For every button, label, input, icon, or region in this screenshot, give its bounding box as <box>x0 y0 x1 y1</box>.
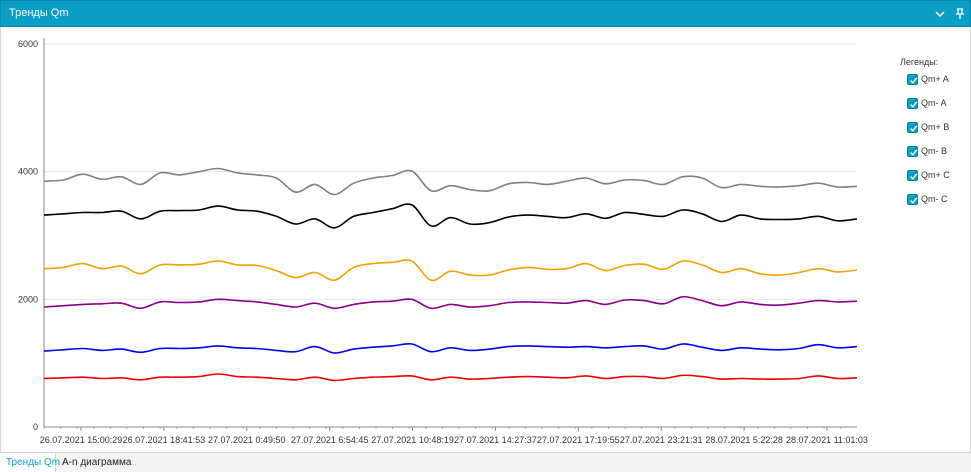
tab-a-n-diagram[interactable]: А-n диаграмма <box>62 457 132 468</box>
legend-label: Qm- C <box>921 194 948 204</box>
checkbox-icon[interactable] <box>907 98 918 109</box>
series-line-qmplus-a <box>43 167 858 196</box>
checkbox-icon[interactable] <box>907 122 918 133</box>
x-tick-label: 27.07.2021 10:48:19 <box>371 435 454 445</box>
legend-label: Qm- B <box>921 146 947 156</box>
y-tick-label: 6000 <box>18 39 38 49</box>
window-title: Тренды Qm <box>9 7 69 19</box>
series-line-qmplus-b <box>43 259 858 282</box>
x-tick-label: 27.07.2021 0:49:50 <box>208 435 286 445</box>
pin-icon[interactable] <box>951 5 969 23</box>
y-tick-label: 2000 <box>18 294 38 304</box>
series-line-qmminus-b <box>43 295 858 310</box>
trend-chart: 0 2000 4000 6000 26.07.2021 15:00:29 26.07.20… <box>18 38 868 445</box>
trend-panel: 0 2000 4000 6000 26.07.2021 15:00:29 26.07.20… <box>0 27 971 452</box>
x-tick-label: 28.07.2021 5:22:28 <box>705 435 783 445</box>
y-tick-label: 0 <box>33 422 38 432</box>
series-line-qmplus-c <box>43 343 858 354</box>
x-tick-label: 26.07.2021 15:00:29 <box>40 435 123 445</box>
checkbox-icon[interactable] <box>907 194 918 205</box>
legend-label: Qm- A <box>921 98 947 108</box>
legend-label: Qm+ A <box>921 74 949 84</box>
tab-trends-qm[interactable]: Тренды Qm <box>0 453 60 472</box>
x-tick-label: 27.07.2021 6:54:45 <box>291 435 369 445</box>
x-tick-label: 26.07.2021 18:41:53 <box>123 435 206 445</box>
x-tick-label: 27.07.2021 23:21:31 <box>620 435 703 445</box>
x-tick-label: 27.07.2021 17:19:55 <box>537 435 620 445</box>
window-title-bar: Тренды Qm <box>0 0 971 27</box>
legend-label: Qm+ C <box>921 170 950 180</box>
chevron-down-icon[interactable] <box>931 5 949 23</box>
x-tick-label: 27.07.2021 14:27:37 <box>454 435 537 445</box>
checkbox-icon[interactable] <box>907 74 918 85</box>
x-tick-label: 28.07.2021 11:01:03 <box>786 435 868 445</box>
y-tick-label: 4000 <box>18 167 38 177</box>
checkbox-icon[interactable] <box>907 146 918 157</box>
bottom-tab-strip: Тренды Qm А-n диаграмма <box>0 452 971 472</box>
legend-title: Легенды: <box>900 57 939 67</box>
checkbox-icon[interactable] <box>907 170 918 181</box>
series-line-qmminus-c <box>43 373 858 382</box>
legend-label: Qm+ B <box>921 122 950 132</box>
series-line-qmminus-a <box>43 203 858 229</box>
